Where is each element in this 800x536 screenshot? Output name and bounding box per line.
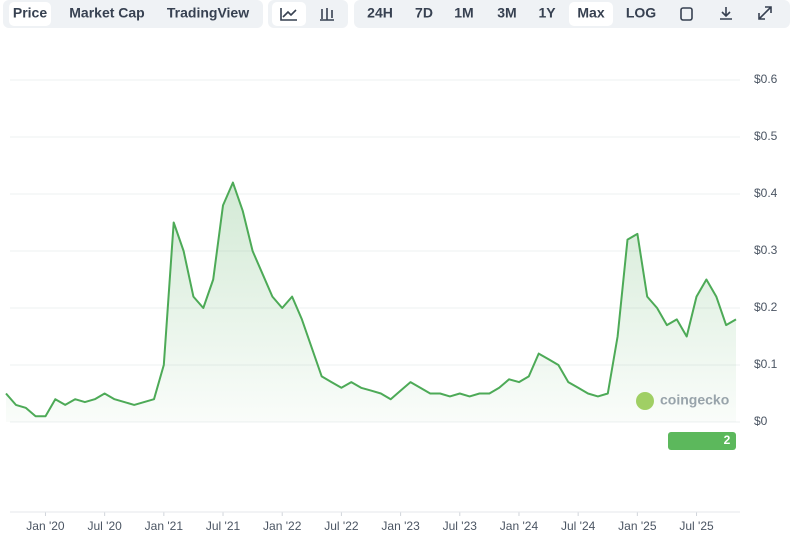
tab-button[interactable]: TradingView bbox=[167, 5, 249, 21]
x-tick-label: Jul '22 bbox=[324, 519, 359, 533]
x-tick-label: Jul '25 bbox=[679, 519, 714, 533]
range-button[interactable]: 1Y bbox=[538, 5, 556, 21]
y-tick-label: $0.5 bbox=[754, 129, 778, 143]
line-area bbox=[6, 182, 736, 422]
y-tick-label: $0 bbox=[754, 414, 768, 428]
range-button[interactable]: LOG bbox=[626, 5, 656, 21]
y-tick-label: $0.3 bbox=[754, 243, 778, 257]
x-tick-label: Jul '21 bbox=[206, 519, 241, 533]
line-icon bbox=[280, 8, 297, 21]
range-button[interactable]: 7D bbox=[415, 5, 433, 21]
badge-text: 2 bbox=[724, 433, 731, 447]
calendar-icon[interactable] bbox=[680, 7, 693, 21]
range-button[interactable]: 3M bbox=[497, 5, 516, 21]
candle-icon[interactable] bbox=[320, 8, 334, 21]
range-selected bbox=[569, 2, 613, 26]
range-button[interactable]: 24H bbox=[367, 5, 393, 21]
y-tick-label: $0.6 bbox=[754, 72, 778, 86]
x-tick-label: Jul '23 bbox=[443, 519, 478, 533]
tab-selected bbox=[9, 2, 51, 26]
price-line bbox=[5, 181, 737, 418]
grid bbox=[10, 79, 740, 423]
tab-button[interactable]: Market Cap bbox=[69, 5, 144, 21]
tab-group bbox=[3, 0, 263, 28]
x-tick-label: Jan '24 bbox=[500, 519, 539, 533]
x-tick-label: Jan '22 bbox=[263, 519, 302, 533]
x-tick-label: Jul '20 bbox=[87, 519, 122, 533]
x-tick-label: Jul '24 bbox=[561, 519, 596, 533]
tab-button[interactable]: Price bbox=[13, 5, 47, 21]
x-tick-label: Jan '23 bbox=[381, 519, 420, 533]
x-tick-label: Jan '20 bbox=[26, 519, 65, 533]
x-tick-label: Jan '21 bbox=[145, 519, 184, 533]
y-tick-label: $0.4 bbox=[754, 186, 778, 200]
range-button[interactable]: Max bbox=[577, 5, 604, 21]
y-tick-label: $0.2 bbox=[754, 300, 778, 314]
badge bbox=[668, 432, 736, 450]
download-icon[interactable] bbox=[720, 7, 732, 20]
range-button[interactable]: 1M bbox=[454, 5, 473, 21]
expand-icon[interactable] bbox=[758, 6, 772, 20]
y-tick-label: $0.1 bbox=[754, 357, 778, 371]
x-tick-label: Jan '25 bbox=[618, 519, 657, 533]
